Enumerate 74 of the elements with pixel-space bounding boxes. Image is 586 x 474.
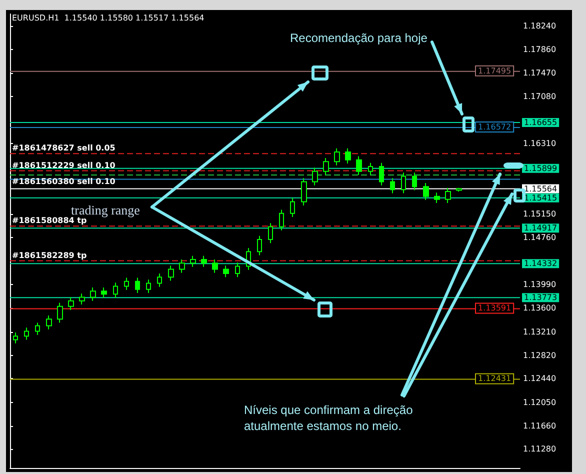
candlestick xyxy=(312,167,318,186)
candlestick xyxy=(456,187,462,192)
candlestick xyxy=(201,255,207,268)
candlestick xyxy=(368,162,373,176)
ref-line-label: 1.15564 xyxy=(524,184,558,194)
candlestick xyxy=(190,255,196,268)
y-tick-label: 1.17860 xyxy=(523,44,556,54)
annotation: Recomendação para hoje xyxy=(290,31,428,45)
candlestick xyxy=(179,259,185,274)
ref-line-label: #1861580884 tp xyxy=(12,216,87,226)
candlestick xyxy=(290,198,295,218)
y-tick-label: 1.15150 xyxy=(523,209,556,218)
y-tick-label: 1.17080 xyxy=(523,92,556,102)
candlestick xyxy=(445,187,451,204)
candlestick xyxy=(135,277,140,294)
candlestick xyxy=(323,158,329,176)
candlestick xyxy=(235,262,240,278)
candlestick xyxy=(356,156,362,176)
candlestick xyxy=(345,148,351,164)
candlestick xyxy=(334,148,340,166)
y-tick-label: 1.13990 xyxy=(523,280,556,289)
y-tick-label: 1.12440 xyxy=(523,374,556,384)
ref-line-label: #1861582289 tp xyxy=(12,250,87,260)
candlestick xyxy=(257,235,262,256)
candlestick xyxy=(79,293,85,306)
candlestick xyxy=(168,265,174,282)
candlestick xyxy=(24,327,29,340)
candlestick xyxy=(90,286,96,302)
y-tick-label: 1.12820 xyxy=(523,351,556,360)
candlestick xyxy=(46,314,52,330)
candlestick xyxy=(401,172,406,194)
candlestick xyxy=(113,282,118,298)
candlestick xyxy=(379,162,384,186)
annotation: trading range xyxy=(71,202,140,218)
ref-line-label: #1861560380 sell 0.10 xyxy=(12,177,116,186)
ref-line-label: 1.16572 xyxy=(478,122,512,132)
y-tick-label: 1.16310 xyxy=(523,138,556,148)
candlestick xyxy=(101,286,107,298)
ref-line-label: 1.13591 xyxy=(478,304,512,313)
annotation: Níveis que confirmam a direção atualmente estamos no meio. xyxy=(244,403,416,433)
candlestick xyxy=(212,259,218,274)
ref-line-label: #1861512229 sell 0.10 xyxy=(12,160,116,170)
y-tick-label: 1.18240 xyxy=(523,22,556,31)
candlestick xyxy=(146,279,151,294)
candlestick xyxy=(157,273,162,288)
candlestick xyxy=(423,182,429,200)
candlestick xyxy=(57,302,63,324)
ref-line-label: 1.13773 xyxy=(524,293,558,302)
y-tick-label: 1.13600 xyxy=(523,304,556,313)
ref-line-label: 1.14917 xyxy=(524,224,558,233)
candlestick xyxy=(412,172,417,191)
y-tick-label: 1.13210 xyxy=(523,327,556,336)
candlestick xyxy=(268,222,273,244)
candlestick xyxy=(35,322,40,336)
ref-line-label: 1.14332 xyxy=(524,259,558,268)
chart-title: EURUSD.H1 1.15540 1.15580 1.15517 1.15564 xyxy=(12,14,204,22)
y-tick-label: 1.11280 xyxy=(523,444,556,454)
candlestick xyxy=(301,178,307,206)
candlestick xyxy=(434,192,440,204)
candlestick xyxy=(124,277,129,290)
ref-line-label: 1.12431 xyxy=(478,374,512,384)
ref-line-label: #1861478627 sell 0.05 xyxy=(12,144,116,153)
y-tick-label: 1.14760 xyxy=(523,233,556,242)
ref-line-label: 1.16655 xyxy=(524,118,558,127)
candlestick xyxy=(68,296,74,310)
y-tick-label: 1.17470 xyxy=(523,68,556,78)
y-tick-label: 1.11660 xyxy=(523,422,556,431)
ref-line-label: 1.17495 xyxy=(478,66,512,76)
ref-line-label: 1.15899 xyxy=(524,164,558,173)
candlestick xyxy=(390,178,395,194)
y-tick-label: 1.12050 xyxy=(523,398,556,407)
ref-line-label: 1.15415 xyxy=(524,193,558,202)
candlestick xyxy=(279,209,284,231)
candlestick xyxy=(223,265,229,278)
